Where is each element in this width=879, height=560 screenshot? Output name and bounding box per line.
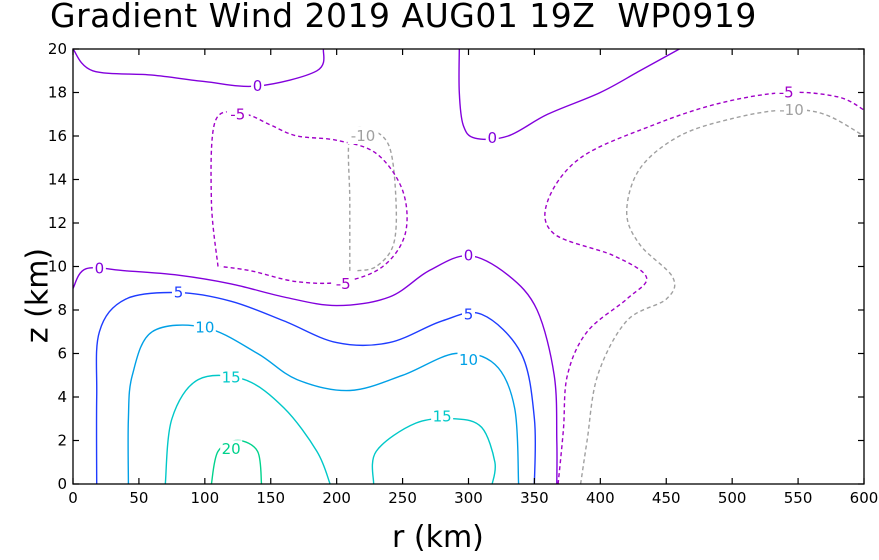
- contour-label: 0: [487, 129, 497, 147]
- x-tick-label: 450: [652, 489, 681, 507]
- contour-label: 15: [222, 368, 241, 386]
- contour-label: 20: [222, 440, 241, 458]
- contour-label: 5: [464, 305, 474, 323]
- contour-label: 0: [253, 77, 263, 95]
- contour-label: -5: [336, 275, 351, 293]
- x-tick-label: 250: [388, 489, 417, 507]
- y-tick-label: 4: [57, 388, 67, 406]
- contour-label-bg: [775, 83, 798, 101]
- contour-line-10-8: [127, 324, 520, 484]
- y-tick-label: 16: [48, 127, 67, 145]
- plot-frame: [72, 48, 865, 485]
- contour-label-bg: [193, 318, 216, 336]
- y-tick-label: 2: [57, 432, 67, 450]
- contour-line-5-7: [95, 291, 537, 484]
- chart-title: Gradient Wind 2019 AUG01 19Z WP0919: [50, 0, 757, 35]
- contour-line-neg5-3: [544, 91, 864, 484]
- contour-label-bg: [220, 368, 243, 386]
- x-tick-label: 300: [454, 489, 483, 507]
- axis-layer: 0 50 100 150 200 250 300 350 400 450 500 550 6000246…: [48, 40, 878, 507]
- y-tick-label: 0: [57, 475, 67, 493]
- y-tick-label: 20: [48, 40, 67, 58]
- contour-label-bg: [775, 100, 807, 118]
- x-tick-label: 150: [256, 489, 285, 507]
- contour-label-bg: [485, 129, 499, 147]
- x-tick-label: 600: [850, 489, 879, 507]
- contour-label: 5: [174, 284, 184, 302]
- x-tick-label: 200: [322, 489, 351, 507]
- contour-label-bg: [347, 127, 379, 144]
- y-tick-label: 6: [57, 345, 67, 363]
- x-tick-label: 50: [129, 489, 148, 507]
- contour-line-neg5-2: [210, 111, 408, 285]
- contour-label-bg: [462, 305, 475, 323]
- x-tick-label: 100: [191, 489, 220, 507]
- contour-label: 10: [459, 351, 478, 369]
- x-tick-label: 0: [68, 489, 78, 507]
- contour-label-bg: [431, 407, 454, 425]
- y-tick-label: 12: [48, 214, 67, 232]
- contour-label: -10: [779, 101, 804, 119]
- contour-label-bg: [251, 76, 265, 94]
- contour-line-neg10-0: [347, 126, 398, 272]
- contour-label-bg: [457, 351, 480, 369]
- x-tick-label: 550: [784, 489, 813, 507]
- contour-line-15-9: [164, 374, 331, 484]
- contour-label: 0: [464, 247, 474, 265]
- y-tick-label: 14: [48, 171, 67, 189]
- contour-line-0-6: [73, 254, 558, 484]
- contour-line-neg10-1: [579, 108, 864, 484]
- contour-label: 0: [95, 260, 105, 278]
- contour-label-bg: [92, 259, 106, 277]
- contour-label: -10: [351, 127, 376, 145]
- contour-label-bg: [220, 440, 243, 458]
- y-tick-label: 8: [57, 301, 67, 319]
- x-tick-label: 400: [586, 489, 615, 507]
- contour-label-bg: [332, 274, 355, 292]
- contour-label-bg: [462, 246, 475, 264]
- contour-label: -5: [230, 105, 245, 123]
- contour-line-15-10: [371, 417, 496, 484]
- contour-label-bg: [171, 283, 185, 301]
- contour-label: 10: [195, 318, 214, 336]
- contour-label: -5: [779, 84, 794, 102]
- y-tick-label: 18: [48, 84, 67, 102]
- contour-line-0-5: [458, 49, 680, 141]
- y-tick-label: 10: [48, 258, 67, 276]
- contour-line-0-4: [73, 49, 325, 88]
- contour-label: 15: [433, 408, 452, 426]
- x-tick-label: 350: [520, 489, 549, 507]
- x-axis-label: r (km): [392, 520, 484, 555]
- x-tick-label: 500: [718, 489, 747, 507]
- contour-layer: [73, 49, 864, 484]
- contour-label-bg: [226, 105, 249, 123]
